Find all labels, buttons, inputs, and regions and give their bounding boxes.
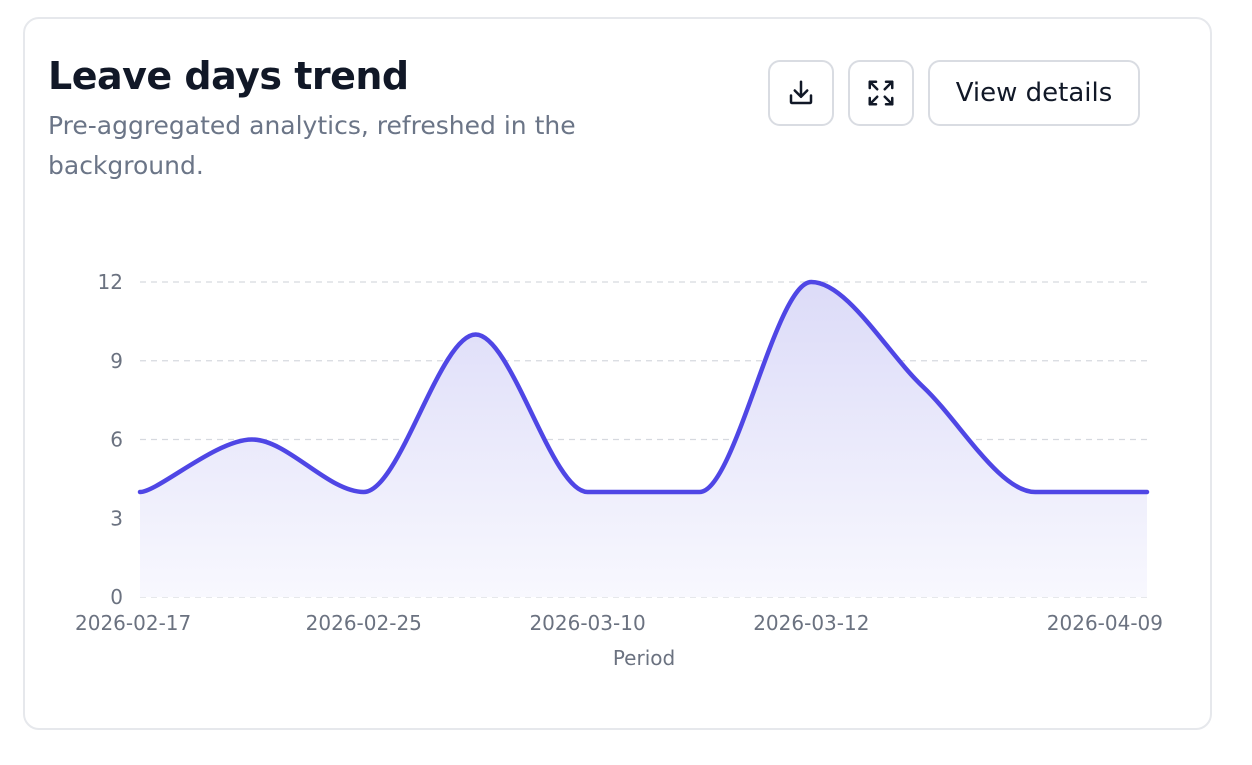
card-subtitle: Pre-aggregated analytics, refreshed in t…	[48, 111, 576, 180]
expand-button[interactable]	[848, 60, 914, 126]
expand-icon	[868, 80, 894, 106]
download-button[interactable]	[768, 60, 834, 126]
download-icon	[789, 80, 813, 105]
view-details-button[interactable]: View details	[928, 60, 1140, 126]
card-title: Leave days trend	[48, 54, 409, 98]
